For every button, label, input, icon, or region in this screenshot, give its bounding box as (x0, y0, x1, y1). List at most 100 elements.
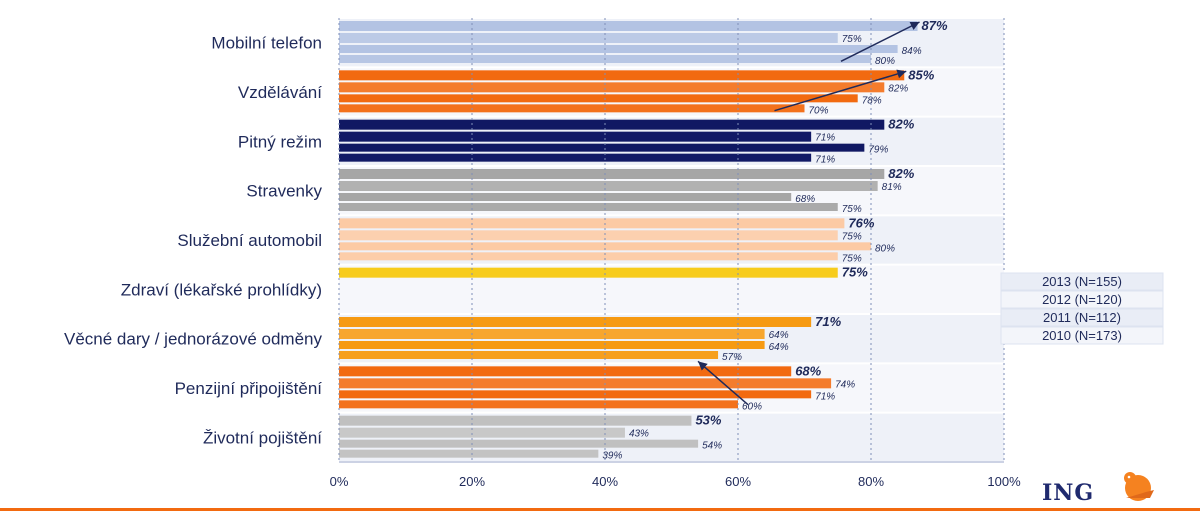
legend-item-box (1000, 326, 1164, 345)
bar (339, 242, 871, 251)
data-label: 43% (629, 429, 649, 440)
bar (339, 82, 885, 93)
data-label: 76% (848, 215, 874, 230)
x-tick-label: 0% (330, 474, 349, 489)
data-label: 68% (795, 363, 821, 378)
category-label: Pitný režim (238, 132, 322, 151)
bar (339, 119, 885, 130)
bar (339, 45, 898, 53)
lion-icon (1124, 472, 1154, 501)
bar (339, 169, 885, 179)
bar (339, 351, 719, 359)
legend-item-box (1000, 308, 1164, 327)
bar (339, 366, 792, 377)
data-label: 71% (815, 133, 835, 144)
category-label: Stravenky (246, 182, 322, 201)
x-tick-label: 100% (987, 474, 1021, 489)
trend-arrow (840, 21, 920, 63)
category-labels: Mobilní telefon Vzdělávání Pitný režim Stra… (64, 34, 322, 448)
data-label: 75% (842, 231, 862, 242)
category-label: Penzijní připojištění (175, 379, 323, 398)
legend: 2013 (N=155) 2012 (N=120) 2011 (N=112) 2010… (1000, 272, 1164, 345)
data-label: 53% (695, 413, 721, 428)
legend-item-box (1000, 272, 1164, 291)
bar (339, 329, 765, 339)
bar (339, 94, 858, 103)
x-tick-label: 60% (725, 474, 751, 489)
bar (339, 378, 832, 389)
data-label: 82% (888, 83, 908, 94)
ing-logo-text: ING (1042, 480, 1094, 506)
x-axis-ticks: 0% 20% 40% 60% 80% 100% (330, 474, 1021, 489)
gridlines (338, 18, 1005, 463)
bar (339, 218, 845, 229)
data-label: 71% (815, 391, 835, 402)
bar (339, 252, 838, 261)
data-label: 75% (842, 253, 862, 264)
bar (339, 415, 692, 426)
data-label: 79% (868, 145, 888, 156)
bar (339, 449, 599, 458)
data-label: 57% (722, 352, 742, 363)
data-label: 60% (742, 401, 762, 412)
bars-layer (339, 21, 918, 458)
bar (339, 21, 918, 31)
data-label: 84% (902, 46, 922, 57)
data-label: 70% (809, 105, 829, 116)
bar (339, 341, 765, 349)
bar (339, 317, 812, 327)
data-label: 68% (795, 194, 815, 205)
data-label: 82% (888, 166, 914, 181)
data-label: 75% (842, 265, 868, 280)
bar (339, 70, 905, 81)
legend-label: 2013 (N=155) (1042, 274, 1122, 289)
legend-label: 2012 (N=120) (1042, 292, 1122, 307)
data-label: 82% (888, 117, 914, 132)
bar (339, 390, 812, 399)
bar (339, 181, 878, 191)
bar (339, 153, 812, 162)
legend-label: 2011 (N=112) (1043, 310, 1121, 325)
data-label: 85% (908, 67, 934, 82)
trend-arrows (697, 21, 920, 406)
bottom-accent-line (0, 508, 1200, 511)
bar (339, 203, 838, 211)
bar (339, 267, 838, 278)
data-label: 81% (882, 182, 902, 193)
category-label: Věcné dary / jednorázové odměny (64, 330, 322, 349)
data-label: 74% (835, 379, 855, 390)
x-tick-label: 80% (858, 474, 884, 489)
bar (339, 400, 738, 409)
category-label: Služební automobil (177, 231, 322, 250)
bar (339, 230, 838, 241)
category-label: Životní pojištění (203, 428, 322, 447)
data-label: 64% (769, 342, 789, 353)
category-label: Mobilní telefon (211, 34, 322, 53)
bar (339, 439, 699, 448)
bar (339, 104, 805, 113)
data-label: 54% (702, 441, 722, 452)
legend-item-box (1000, 290, 1164, 309)
data-label: 71% (815, 314, 841, 329)
value-labels: 87%75%84%80%85%82%78%70%82%71%79%71%82%8… (602, 18, 948, 462)
data-label: 87% (922, 18, 948, 33)
bar (339, 427, 625, 438)
data-label: 75% (842, 34, 862, 45)
bar (339, 143, 865, 152)
data-label: 71% (815, 155, 835, 166)
data-label: 64% (769, 330, 789, 341)
category-label: Zdraví (lékařské prohlídky) (121, 280, 322, 299)
legend-label: 2010 (N=173) (1042, 328, 1122, 343)
data-label: 39% (602, 451, 622, 462)
trend-arrow (774, 69, 907, 112)
ing-logo: ING (1042, 472, 1154, 506)
data-label: 75% (842, 204, 862, 215)
x-tick-label: 20% (459, 474, 485, 489)
x-tick-label: 40% (592, 474, 618, 489)
trend-arrow (697, 360, 749, 406)
data-label: 80% (875, 56, 895, 67)
data-label: 78% (862, 95, 882, 106)
data-label: 80% (875, 243, 895, 254)
category-label: Vzdělávání (238, 83, 322, 102)
